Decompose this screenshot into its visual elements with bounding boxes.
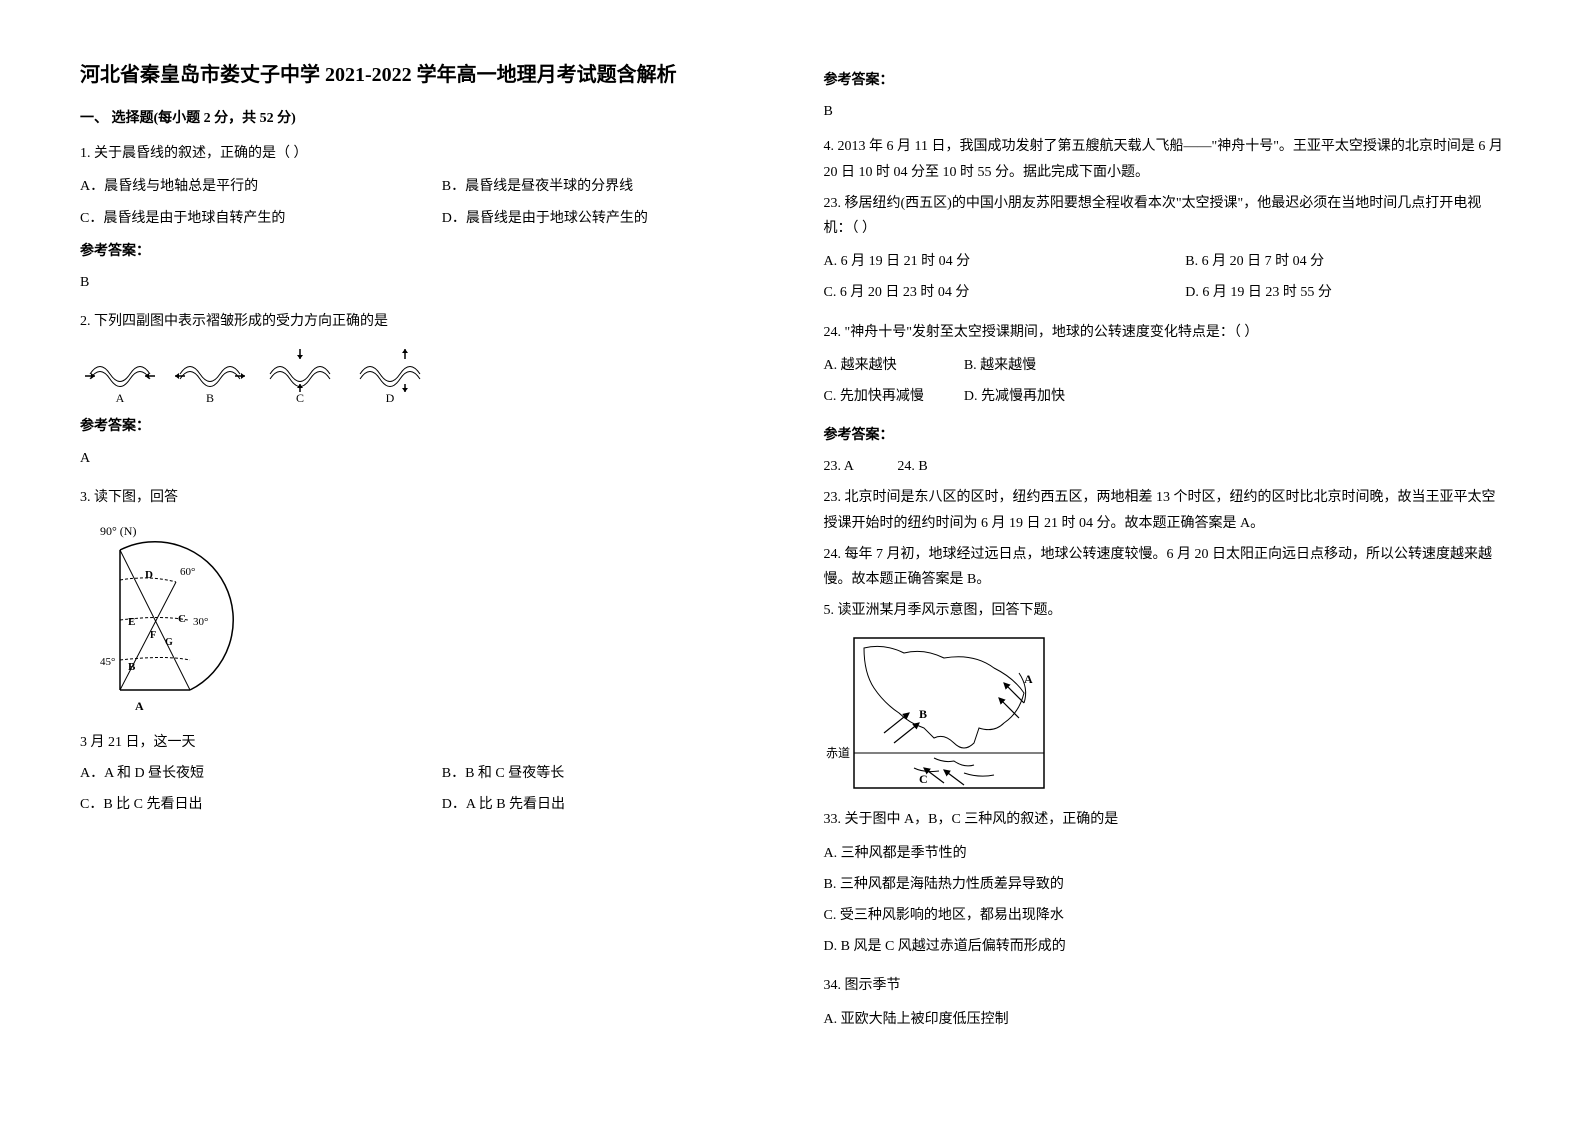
q3-label-b: B bbox=[128, 661, 136, 673]
question-2: 2. 下列四副图中表示褶皱形成的受力方向正确的是 A bbox=[80, 309, 764, 471]
q34-option-a: A. 亚欧大陆上被印度低压控制 bbox=[824, 1007, 1508, 1032]
question-23: 23. 移居纽约(西五区)的中国小朋友苏阳要想全程收看本次"太空授课"，他最迟必… bbox=[824, 191, 1508, 306]
q3-label-a: A bbox=[135, 699, 144, 713]
q1-answer: B bbox=[80, 270, 764, 295]
exp23: 23. 北京时间是东八区的区时，纽约西五区，两地相差 13 个时区，纽约的区时比… bbox=[824, 485, 1508, 535]
question-3: 3. 读下图，回答 90° (N) 60° bbox=[80, 485, 764, 818]
q23-option-a: A. 6 月 19 日 21 时 04 分 bbox=[824, 249, 1146, 274]
q24-option-b: B. 越来越慢 bbox=[964, 353, 1507, 378]
q3-options: A．A 和 D 昼长夜短 B．B 和 C 昼夜等长 C．B 比 C 先看日出 D… bbox=[80, 761, 764, 817]
q1-options: A．晨昏线与地轴总是平行的 B．晨昏线是昼夜半球的分界线 C．晨昏线是由于地球自… bbox=[80, 174, 764, 230]
q24-options: A. 越来越快 B. 越来越慢 C. 先加快再减慢 D. 先减慢再加快 bbox=[824, 353, 1508, 409]
q3-lat45: 45° bbox=[100, 656, 115, 668]
q3-figure: 90° (N) 60° 30° 45° D bbox=[80, 520, 764, 720]
ans23: 23. A bbox=[824, 459, 854, 474]
q1-option-c: C．晨昏线是由于地球自转产生的 bbox=[80, 206, 402, 231]
section-heading: 一、 选择题(每小题 2 分，共 52 分) bbox=[80, 106, 764, 131]
q24-option-c: C. 先加快再减慢 bbox=[824, 384, 924, 409]
question-24: 24. "神舟十号"发射至太空授课期间，地球的公转速度变化特点是：（ ） A. … bbox=[824, 320, 1508, 410]
answer-heading: 参考答案： bbox=[824, 68, 1508, 93]
q33-option-a: A. 三种风都是季节性的 bbox=[824, 841, 1508, 866]
q3-answer: B bbox=[824, 99, 1508, 124]
q2-answer: A bbox=[80, 446, 764, 471]
q33-options: A. 三种风都是季节性的 B. 三种风都是海陆热力性质差异导致的 C. 受三种风… bbox=[824, 841, 1508, 960]
question-33: 33. 关于图中 A，B，C 三种风的叙述，正确的是 A. 三种风都是季节性的 … bbox=[824, 807, 1508, 959]
q3-label-f: F bbox=[150, 630, 156, 641]
q1-option-b: B．晨昏线是昼夜半球的分界线 bbox=[442, 174, 764, 199]
q1-option-d: D．晨昏线是由于地球公转产生的 bbox=[442, 206, 764, 231]
q23-option-b: B. 6 月 20 日 7 时 04 分 bbox=[1185, 249, 1507, 274]
q3-lat30: 30° bbox=[193, 616, 208, 628]
q3-option-c: C．B 比 C 先看日出 bbox=[80, 792, 402, 817]
question-5: 5. 读亚洲某月季风示意图，回答下题。 赤道 bbox=[824, 598, 1508, 793]
q1-option-a: A．晨昏线与地轴总是平行的 bbox=[80, 174, 402, 199]
q33-option-d: D. B 风是 C 风越过赤道后偏转而形成的 bbox=[824, 934, 1508, 959]
q3-option-a: A．A 和 D 昼长夜短 bbox=[80, 761, 402, 786]
answers-23-24: 23. A 24. B bbox=[824, 454, 1508, 479]
q5-equator-label: 赤道 bbox=[826, 746, 850, 760]
answer-heading: 参考答案： bbox=[80, 414, 764, 439]
q5-label-b: B bbox=[919, 707, 927, 721]
q5-label-c: C bbox=[919, 772, 928, 786]
q24-stem: 24. "神舟十号"发射至太空授课期间，地球的公转速度变化特点是：（ ） bbox=[824, 320, 1508, 345]
ans24: 24. B bbox=[897, 459, 927, 474]
question-34: 34. 图示季节 A. 亚欧大陆上被印度低压控制 bbox=[824, 973, 1508, 1031]
q24-option-d: D. 先减慢再加快 bbox=[964, 384, 1507, 409]
q3-label-g: G bbox=[165, 637, 173, 648]
q4-intro: 4. 2013 年 6 月 11 日，我国成功发射了第五艘航天载人飞船——"神舟… bbox=[824, 134, 1508, 184]
q2-stem: 2. 下列四副图中表示褶皱形成的受力方向正确的是 bbox=[80, 309, 764, 334]
q33-option-b: B. 三种风都是海陆热力性质差异导致的 bbox=[824, 872, 1508, 897]
q2-label-b: B bbox=[206, 391, 214, 404]
q5-stem: 5. 读亚洲某月季风示意图，回答下题。 bbox=[824, 598, 1508, 623]
q34-options: A. 亚欧大陆上被印度低压控制 bbox=[824, 1007, 1508, 1032]
q23-option-d: D. 6 月 19 日 23 时 55 分 bbox=[1185, 280, 1507, 305]
q3-stem: 3. 读下图，回答 bbox=[80, 485, 764, 510]
question-1: 1. 关于晨昏线的叙述，正确的是（ ） A．晨昏线与地轴总是平行的 B．晨昏线是… bbox=[80, 141, 764, 295]
q3-option-b: B．B 和 C 昼夜等长 bbox=[442, 761, 764, 786]
q3-label-e: E bbox=[128, 616, 135, 628]
q2-figure: A B bbox=[80, 344, 764, 404]
q3-subtext: 3 月 21 日，这一天 bbox=[80, 730, 764, 755]
q5-label-a: A bbox=[1024, 672, 1033, 686]
q2-label-a: A bbox=[116, 391, 125, 404]
q23-option-c: C. 6 月 20 日 23 时 04 分 bbox=[824, 280, 1146, 305]
answer-heading: 参考答案： bbox=[80, 239, 764, 264]
page-title: 河北省秦皇岛市娄丈子中学 2021-2022 学年高一地理月考试题含解析 bbox=[80, 60, 764, 90]
q3-label-c: C bbox=[178, 613, 186, 625]
q24-option-a: A. 越来越快 bbox=[824, 353, 924, 378]
q1-stem: 1. 关于晨昏线的叙述，正确的是（ ） bbox=[80, 141, 764, 166]
q3-lat60: 60° bbox=[180, 566, 195, 578]
q33-stem: 33. 关于图中 A，B，C 三种风的叙述，正确的是 bbox=[824, 807, 1508, 832]
q2-label-d: D bbox=[386, 391, 395, 404]
q33-option-c: C. 受三种风影响的地区，都易出现降水 bbox=[824, 903, 1508, 928]
q2-label-c: C bbox=[296, 391, 304, 404]
q34-stem: 34. 图示季节 bbox=[824, 973, 1508, 998]
q23-stem: 23. 移居纽约(西五区)的中国小朋友苏阳要想全程收看本次"太空授课"，他最迟必… bbox=[824, 191, 1508, 241]
exp24: 24. 每年 7 月初，地球经过远日点，地球公转速度较慢。6 月 20 日太阳正… bbox=[824, 542, 1508, 592]
answer-heading: 参考答案： bbox=[824, 423, 1508, 448]
q3-option-d: D．A 比 B 先看日出 bbox=[442, 792, 764, 817]
q5-figure: 赤道 A B bbox=[824, 633, 1508, 793]
q3-lat90: 90° (N) bbox=[100, 524, 136, 538]
q23-options: A. 6 月 19 日 21 时 04 分 B. 6 月 20 日 7 时 04… bbox=[824, 249, 1508, 305]
q3-label-d: D bbox=[145, 569, 153, 581]
